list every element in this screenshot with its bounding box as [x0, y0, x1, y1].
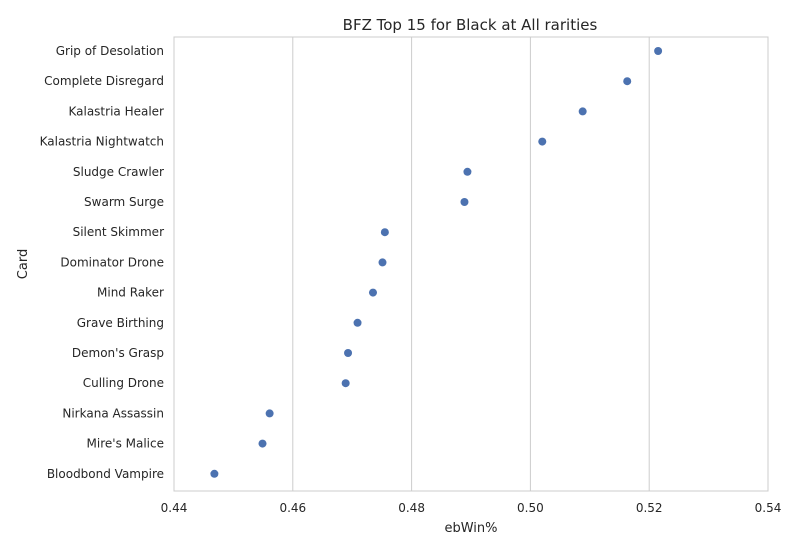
- data-point: [258, 439, 267, 448]
- data-point: [623, 77, 632, 86]
- y-tick-label: Mire's Malice: [87, 437, 164, 451]
- y-tick-label: Grave Birthing: [77, 316, 164, 330]
- data-points: [210, 47, 663, 478]
- data-point: [344, 349, 353, 357]
- y-axis-label: Card: [16, 249, 31, 279]
- y-tick-label: Complete Disregard: [44, 74, 164, 88]
- y-tick-label: Demon's Grasp: [72, 346, 164, 360]
- data-point: [460, 198, 469, 206]
- x-tick-label: 0.48: [398, 501, 425, 515]
- y-tick-label: Grip of Desolation: [56, 44, 164, 58]
- chart-title: BFZ Top 15 for Black at All rarities: [343, 16, 598, 34]
- grid-layer: [173, 37, 769, 491]
- x-axis-label: ebWin%: [444, 521, 497, 536]
- data-point: [210, 469, 219, 478]
- y-tick-label: Bloodbond Vampire: [47, 467, 164, 481]
- y-tick-label: Sludge Crawler: [73, 165, 164, 179]
- data-point: [368, 288, 377, 297]
- y-tick-label: Dominator Drone: [60, 255, 164, 269]
- data-point: [353, 318, 362, 327]
- data-point: [378, 258, 387, 267]
- y-tick-label: Kalastria Nightwatch: [40, 135, 164, 149]
- data-point: [265, 409, 274, 418]
- y-tick-label: Culling Drone: [83, 376, 164, 390]
- data-point: [380, 228, 389, 237]
- y-tick-label: Silent Skimmer: [73, 225, 164, 239]
- y-tick-labels: Grip of Desolation Complete Disregard Kala…: [40, 44, 164, 481]
- y-tick-label: Nirkana Assassin: [62, 406, 164, 420]
- data-point: [538, 137, 547, 146]
- plot-frame: [173, 36, 769, 492]
- x-tick-label: 0.52: [636, 501, 663, 515]
- x-tick-label: 0.50: [517, 501, 544, 515]
- data-point: [341, 379, 350, 388]
- x-tick-label: 0.46: [279, 501, 306, 515]
- data-point: [578, 107, 587, 116]
- x-tick-label: 0.44: [161, 501, 188, 515]
- x-tick-label: 0.54: [755, 501, 782, 515]
- data-point: [463, 167, 472, 176]
- y-tick-label: Kalastria Healer: [68, 104, 164, 118]
- x-tick-labels: 0.44 0.46 0.48 0.50 0.52 0.54: [161, 501, 782, 515]
- data-point: [654, 47, 663, 55]
- y-tick-label: Mind Raker: [97, 286, 164, 300]
- y-tick-label: Swarm Surge: [84, 195, 164, 209]
